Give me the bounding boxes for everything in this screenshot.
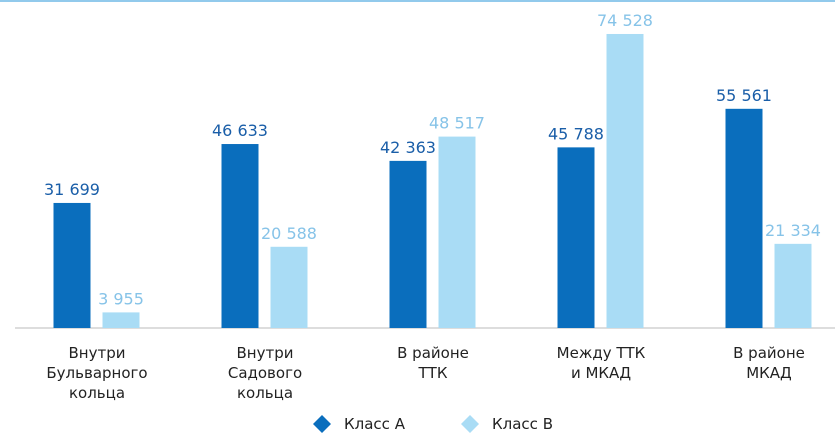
bar bbox=[53, 202, 91, 328]
x-tick-line: кольца bbox=[69, 384, 125, 402]
value-label: 3 955 bbox=[98, 289, 144, 308]
value-label: 42 363 bbox=[380, 138, 436, 157]
x-tick-label: Внутри Садового кольца bbox=[228, 344, 302, 402]
bar bbox=[221, 144, 259, 328]
x-tick-line: и МКАД bbox=[571, 364, 631, 382]
value-label: 48 517 bbox=[429, 114, 485, 133]
x-tick-label: В районе ТТК bbox=[397, 344, 469, 382]
value-label: 45 788 bbox=[548, 124, 604, 143]
x-tick-line: кольца bbox=[237, 384, 293, 402]
x-tick-line: ТТК bbox=[418, 364, 448, 382]
x-tick-line: Внутри bbox=[69, 344, 126, 362]
value-label: 46 633 bbox=[212, 121, 268, 140]
value-label: 21 334 bbox=[765, 221, 821, 240]
bar bbox=[725, 108, 763, 328]
x-tick-line: В районе bbox=[397, 344, 469, 362]
value-label: 74 528 bbox=[597, 11, 653, 30]
x-tick-line: В районе bbox=[733, 344, 805, 362]
bar bbox=[438, 136, 476, 328]
legend-label: Класс В bbox=[492, 415, 553, 433]
x-tick-line: Между ТТК bbox=[557, 344, 646, 362]
x-tick-label: В районе МКАД bbox=[733, 344, 805, 382]
x-tick-line: Садового bbox=[228, 364, 302, 382]
x-tick-line: Бульварного bbox=[46, 364, 147, 382]
bar bbox=[389, 160, 427, 328]
bar bbox=[606, 33, 644, 329]
x-tick-label: Между ТТК и МКАД bbox=[557, 344, 646, 382]
bar bbox=[102, 312, 140, 328]
legend-swatch bbox=[461, 415, 479, 433]
value-label: 20 588 bbox=[261, 224, 317, 243]
bar bbox=[774, 243, 812, 328]
x-tick-line: Внутри bbox=[237, 344, 294, 362]
x-tick-label: Внутри Бульварного кольца bbox=[46, 344, 147, 402]
bar bbox=[270, 246, 308, 328]
x-tick-line: МКАД bbox=[746, 364, 792, 382]
value-label: 31 699 bbox=[44, 180, 100, 199]
bar bbox=[557, 147, 595, 328]
value-label: 55 561 bbox=[716, 86, 772, 105]
legend-swatch bbox=[313, 415, 331, 433]
legend-label: Класс А bbox=[344, 415, 406, 433]
